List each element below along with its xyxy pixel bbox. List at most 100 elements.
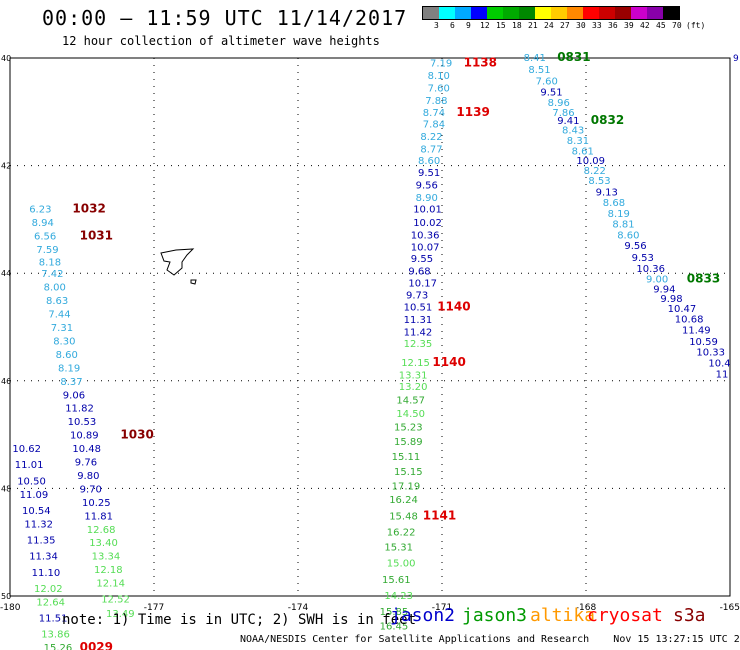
wave-height-label: 15.23 (394, 423, 423, 434)
pass-time-label: 0029 (80, 640, 113, 650)
wave-height-label: 10.54 (22, 506, 51, 517)
latitude-label: 48 (1, 484, 11, 493)
wave-height-label: 8.00 (44, 283, 66, 294)
wave-height-label: 12.14 (96, 579, 125, 590)
wave-height-label: 11.81 (84, 511, 113, 522)
wave-height-label: 8.81 (612, 220, 634, 231)
colorbar-swatch (535, 7, 551, 19)
map-border (9, 57, 731, 597)
colorbar-label: 18 (512, 21, 522, 30)
colorbar-label: (ft) (686, 21, 706, 30)
footer-credit: NOAA/NESDIS Center for Satellite Applica… (240, 634, 740, 645)
colorbar-swatch (471, 7, 487, 19)
wave-height-label: 8.37 (60, 377, 82, 388)
latitude-label: 42 (1, 162, 11, 171)
latitude-label: 40 (1, 54, 11, 63)
wave-height-label: 9.00 (646, 275, 668, 286)
map-frame (9, 57, 731, 597)
pass-time-label: 1141 (423, 508, 456, 522)
wave-height-label: 9.98 (660, 294, 682, 305)
wave-height-label: 9.70 (80, 484, 102, 495)
wave-height-label: 10.02 (413, 218, 442, 229)
footer-note: note: 1) Time is in UTC; 2) SWH is in fe… (62, 612, 417, 628)
wave-height-label: 9.73 (406, 291, 428, 302)
wave-height-label: 9.68 (408, 267, 430, 278)
wave-height-label: 11.42 (404, 327, 433, 338)
wave-height-label: 13.31 (399, 370, 428, 381)
wave-height-label: 12.64 (36, 597, 65, 608)
wave-height-label: 15.31 (384, 543, 413, 554)
wave-height-label: 11.01 (15, 460, 44, 471)
wave-height-label: 7.42 (41, 269, 63, 280)
satellite-legend-s3a: s3a (673, 605, 706, 626)
wave-height-label: 9.55 (411, 254, 433, 265)
wave-height-label: 8.22 (420, 132, 442, 143)
wave-height-label: 11.32 (24, 519, 53, 530)
colorbar-label: 24 (544, 21, 554, 30)
wave-height-label: 10.62 (12, 444, 41, 455)
wave-height-label: 10.17 (408, 278, 437, 289)
satellite-legend-altika: altika (530, 605, 596, 626)
wave-height-label: 15.48 (389, 511, 418, 522)
wave-height-label: 14.57 (396, 396, 425, 407)
satellite-legend-cryosat: cryosat (587, 605, 663, 626)
colorbar-swatch (551, 7, 567, 19)
wave-height-label: 8.53 (588, 176, 610, 187)
wave-height-label: 9.94 (653, 284, 675, 295)
wave-height-label: 7.60 (536, 77, 558, 88)
wave-height-label: 16.22 (387, 527, 416, 538)
colorbar-label: 3 (434, 21, 439, 30)
pass-time-label: 1139 (456, 105, 489, 119)
generated-timestamp: Nov 15 13:27:15 UTC 2017 (613, 634, 740, 645)
wave-height-label: 8.51 (528, 65, 550, 76)
wave-height-label: 15.00 (387, 559, 416, 570)
wave-height-label: 8.18 (39, 257, 61, 268)
pass-time-label: 1030 (120, 428, 153, 442)
wave-height-label: 8.63 (46, 296, 68, 307)
wave-height-label: 13.20 (399, 382, 428, 393)
wave-height-label: 9.06 (63, 390, 85, 401)
wave-height-label: 9.56 (624, 241, 646, 252)
wave-height-label: 12.18 (94, 565, 123, 576)
wave-height-label: 14.23 (384, 591, 413, 602)
colorbar-label: 30 (576, 21, 586, 30)
wave-height-label: 10.33 (696, 348, 725, 359)
colorbar-label: 15 (496, 21, 506, 30)
latitude-label: 46 (1, 377, 11, 386)
wave-height-label: 10.53 (68, 417, 97, 428)
colorbar-swatch (503, 7, 519, 19)
island-outline (160, 248, 197, 285)
wave-height-label: 13.40 (89, 538, 118, 549)
wave-height-label: 8.41 (524, 53, 546, 64)
wave-height-label: 8.30 (53, 336, 75, 347)
wave-height-label: 10.47 (668, 304, 697, 315)
wave-height-label: 8.60 (418, 156, 440, 167)
wave-height-label: 12.52 (101, 595, 130, 606)
wave-height-label: 10.51 (404, 303, 433, 314)
wave-height-label: 8.77 (420, 144, 442, 155)
wave-height-label: 9.41 (557, 116, 579, 127)
map-subtitle: 12 hour collection of altimeter wave hei… (62, 34, 380, 48)
wave-height-label: 8.60 (617, 230, 639, 241)
wave-height-label: 15.89 (394, 437, 423, 448)
wave-height-label: 12.02 (34, 584, 63, 595)
colorbar-swatch (599, 7, 615, 19)
wave-height-label: 12.35 (404, 339, 433, 350)
wave-height-label: 8.68 (603, 198, 625, 209)
satellite-legend-jason3: jason3 (462, 605, 528, 626)
colorbar-label: 21 (528, 21, 538, 30)
wave-height-label: 8.43 (562, 126, 584, 137)
pass-time-label: 0833 (687, 272, 720, 286)
latitude-label: 44 (1, 269, 11, 278)
wave-height-label: 8.60 (56, 350, 78, 361)
wave-height-label: 10.50 (17, 476, 46, 487)
wave-height-label: 8.10 (428, 71, 450, 82)
colorbar-swatch (583, 7, 599, 19)
colorbar-swatch (439, 7, 455, 19)
colorbar-label: 39 (624, 21, 634, 30)
colorbar-label: 42 (640, 21, 650, 30)
colorbar-label: 36 (608, 21, 618, 30)
pass-time-label: 1138 (464, 55, 497, 69)
wave-height-label: 8.22 (584, 166, 606, 177)
